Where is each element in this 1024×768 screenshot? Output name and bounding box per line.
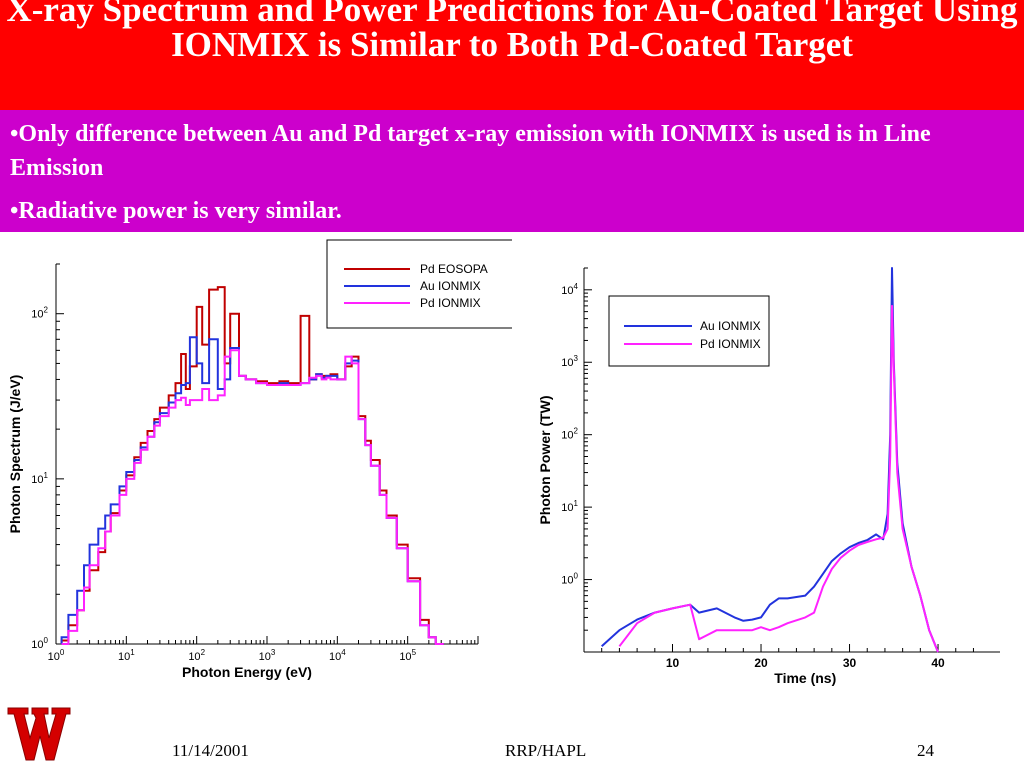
footer-page-number: 24 [917,741,934,760]
x-tick-label: 30 [843,656,857,670]
y-tick-label: 100 [561,572,578,587]
x-axis-title: Time (ns) [774,670,836,686]
legend-label: Pd IONMIX [700,337,761,351]
x-tick-label: 100 [48,648,65,663]
legend-label: Au IONMIX [700,319,761,333]
university-logo [7,707,71,761]
x-tick-label: 102 [188,648,205,663]
power-chart: 10 20 30 40 100 101 102 103 104 Time (ns) Photon P… [537,267,1000,686]
footer-center: RRP/HAPL [505,741,587,760]
x-tick-label: 105 [399,648,416,663]
bullet-radiative-power: •Radiative power is very similar. [10,198,342,224]
y-tick-label: 102 [561,427,578,442]
title-band: X-ray Spectrum and Power Predictions for… [0,0,1024,110]
y-tick-label: 100 [31,636,48,651]
x-tick-label: 40 [931,656,945,670]
bullet-line-emission: •Only difference between Au and Pd targe… [10,121,931,181]
x-tick-label: 20 [754,656,768,670]
x-tick-label: 104 [329,648,346,663]
y-tick-label: 104 [561,282,578,297]
legend-box [608,295,770,367]
legend-label: Au IONMIX [420,279,481,293]
y-axis-title: Photon Spectrum (J/eV) [7,375,23,534]
x-tick-label: 103 [259,648,276,663]
y-tick-label: 101 [561,499,578,514]
x-tick-label: 10 [666,656,680,670]
footer-date: 11/14/2001 [172,741,249,760]
y-tick-label: 102 [31,306,48,321]
legend-box [326,239,512,329]
y-tick-label: 103 [561,354,578,369]
x-tick-label: 101 [118,648,135,663]
y-axis-title: Photon Power (TW) [537,395,553,524]
series-line-pd-ionmix [618,304,939,653]
series-line-pd-eosopa [60,286,444,645]
y-tick-label: 101 [31,471,48,486]
slide-title: X-ray Spectrum and Power Predictions for… [6,0,1018,64]
bullet-band: •Only difference between Au and Pd targe… [0,110,1024,232]
legend-label: Pd IONMIX [420,296,481,310]
x-axis-title: Photon Energy (eV) [182,664,312,680]
series-line-pd-ionmix [61,349,444,645]
legend-label: Pd EOSOPA [420,262,488,276]
